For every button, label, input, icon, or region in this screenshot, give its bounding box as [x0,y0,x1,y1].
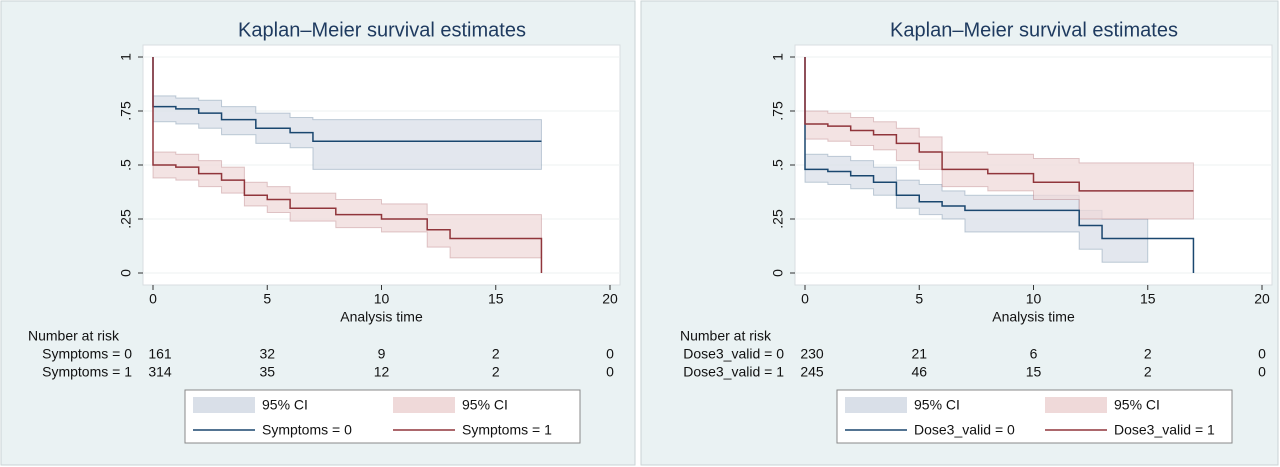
risk-count: 12 [374,364,390,380]
risk-count: 161 [148,346,172,362]
risk-count: 6 [1030,346,1038,362]
risk-count: 35 [259,364,275,380]
survival-line [804,57,1195,273]
x-axis-label: Analysis time [992,309,1075,325]
risk-count: 46 [911,364,927,380]
risk-count: 0 [1258,346,1266,362]
legend-label: Symptoms = 0 [262,422,352,438]
legend-label: 95% CI [914,397,960,413]
risk-row-label: Symptoms = 1 [42,364,132,380]
y-tick-label: 0 [770,269,786,277]
risk-count: 0 [606,364,614,380]
x-tick-label: 15 [488,291,504,307]
legend-swatch [393,397,455,413]
ci-band [804,110,1194,220]
legend-label: 95% CI [1114,397,1160,413]
risk-row-label: Dose3_valid = 1 [683,364,784,380]
x-tick-label: 0 [149,291,157,307]
x-tick-label: 10 [1026,291,1042,307]
legend-label: Symptoms = 1 [462,422,552,438]
x-axis-label: Analysis time [340,309,423,325]
x-tick-label: 20 [602,291,618,307]
x-tick-label: 5 [263,291,271,307]
risk-table-title: Number at risk [680,328,772,344]
ci-band [152,151,542,259]
legend-label: 95% CI [262,397,308,413]
risk-table-title: Number at risk [28,328,120,344]
risk-count: 2 [492,364,500,380]
risk-row-label: Dose3_valid = 0 [683,346,784,362]
ci-band [152,95,542,170]
survival-line [152,57,543,273]
risk-count: 314 [148,364,172,380]
y-tick-label: .25 [118,209,134,229]
x-tick-label: 15 [1140,291,1156,307]
chart-title: Kaplan–Meier survival estimates [238,19,526,41]
legend-swatch [193,397,255,413]
risk-count: 21 [911,346,927,362]
risk-count: 9 [378,346,386,362]
chart-title: Kaplan–Meier survival estimates [890,19,1178,41]
risk-count: 230 [800,346,824,362]
legend-swatch [845,397,907,413]
y-tick-label: 1 [770,53,786,61]
legend-label: Dose3_valid = 0 [914,422,1015,438]
x-tick-label: 20 [1254,291,1270,307]
y-tick-label: .75 [770,101,786,121]
legend-swatch [1045,397,1107,413]
y-tick-label: .5 [770,159,786,171]
risk-row-label: Symptoms = 0 [42,346,132,362]
risk-count: 0 [1258,364,1266,380]
survival-line [804,57,1194,192]
x-tick-label: 0 [801,291,809,307]
ci-band [804,153,1149,263]
legend-label: 95% CI [462,397,508,413]
y-tick-label: 0 [118,269,134,277]
y-tick-label: .25 [770,209,786,229]
y-tick-label: .5 [118,159,134,171]
y-tick-label: 1 [118,53,134,61]
x-tick-label: 10 [374,291,390,307]
risk-count: 15 [1026,364,1042,380]
risk-count: 0 [606,346,614,362]
risk-count: 2 [492,346,500,362]
risk-count: 2 [1144,364,1152,380]
risk-count: 245 [800,364,824,380]
risk-count: 32 [259,346,275,362]
survival-line [152,57,542,142]
risk-count: 2 [1144,346,1152,362]
x-tick-label: 5 [915,291,923,307]
y-tick-label: .75 [118,101,134,121]
legend-label: Dose3_valid = 1 [1114,422,1215,438]
